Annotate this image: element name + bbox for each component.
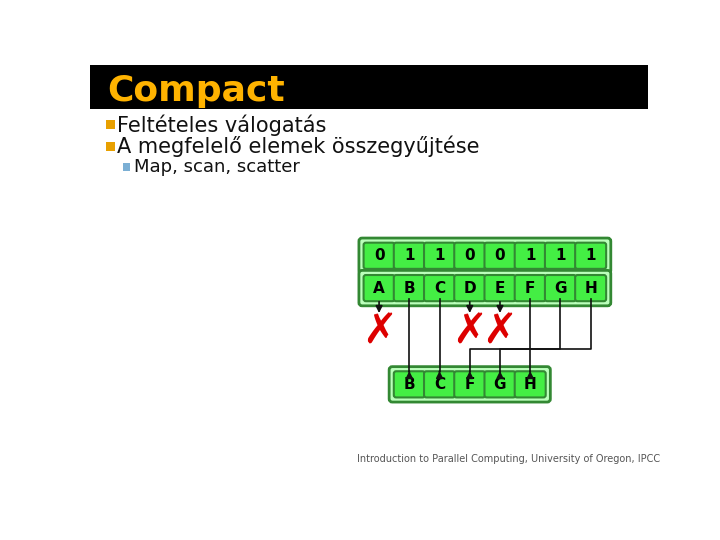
FancyBboxPatch shape bbox=[394, 372, 425, 397]
Text: F: F bbox=[464, 377, 475, 392]
FancyBboxPatch shape bbox=[485, 242, 516, 269]
FancyBboxPatch shape bbox=[575, 242, 606, 269]
FancyBboxPatch shape bbox=[515, 275, 546, 301]
Text: 1: 1 bbox=[585, 248, 596, 264]
Text: A megfelelő elemek összegyűjtése: A megfelelő elemek összegyűjtése bbox=[117, 136, 480, 157]
Bar bbox=[106, 120, 114, 130]
Text: A: A bbox=[373, 281, 385, 295]
Text: B: B bbox=[403, 281, 415, 295]
Text: G: G bbox=[554, 281, 567, 295]
FancyBboxPatch shape bbox=[515, 372, 546, 397]
FancyBboxPatch shape bbox=[485, 372, 516, 397]
Text: C: C bbox=[434, 281, 445, 295]
FancyBboxPatch shape bbox=[575, 275, 606, 301]
Text: C: C bbox=[434, 377, 445, 392]
Text: 1: 1 bbox=[525, 248, 536, 264]
FancyBboxPatch shape bbox=[359, 271, 611, 306]
Text: ✗: ✗ bbox=[361, 310, 397, 352]
Text: E: E bbox=[495, 281, 505, 295]
Text: B: B bbox=[403, 377, 415, 392]
Text: D: D bbox=[464, 281, 476, 295]
Text: Introduction to Parallel Computing, University of Oregon, IPCC: Introduction to Parallel Computing, Univ… bbox=[357, 454, 660, 464]
Text: Feltételes válogatás: Feltételes válogatás bbox=[117, 114, 326, 136]
Text: ✗: ✗ bbox=[452, 310, 487, 352]
Text: H: H bbox=[584, 281, 597, 295]
FancyBboxPatch shape bbox=[394, 275, 425, 301]
FancyBboxPatch shape bbox=[454, 275, 485, 301]
FancyBboxPatch shape bbox=[454, 372, 485, 397]
Text: F: F bbox=[525, 281, 536, 295]
Text: 1: 1 bbox=[555, 248, 566, 264]
FancyBboxPatch shape bbox=[359, 238, 611, 273]
FancyBboxPatch shape bbox=[364, 275, 395, 301]
Text: 1: 1 bbox=[434, 248, 445, 264]
Text: 0: 0 bbox=[464, 248, 475, 264]
Text: G: G bbox=[494, 377, 506, 392]
Bar bbox=[106, 142, 114, 151]
Text: H: H bbox=[524, 377, 536, 392]
Text: Map, scan, scatter: Map, scan, scatter bbox=[134, 158, 300, 176]
FancyBboxPatch shape bbox=[424, 372, 455, 397]
FancyBboxPatch shape bbox=[424, 242, 455, 269]
FancyBboxPatch shape bbox=[454, 242, 485, 269]
Bar bbox=[122, 164, 130, 171]
FancyBboxPatch shape bbox=[364, 242, 395, 269]
Text: 0: 0 bbox=[495, 248, 505, 264]
FancyBboxPatch shape bbox=[485, 275, 516, 301]
Bar bbox=[90, 65, 648, 110]
FancyBboxPatch shape bbox=[545, 275, 576, 301]
FancyBboxPatch shape bbox=[515, 242, 546, 269]
Text: 1: 1 bbox=[404, 248, 415, 264]
FancyBboxPatch shape bbox=[545, 242, 576, 269]
Text: Compact: Compact bbox=[107, 74, 285, 108]
Text: ✗: ✗ bbox=[482, 310, 518, 352]
Text: 0: 0 bbox=[374, 248, 384, 264]
FancyBboxPatch shape bbox=[424, 275, 455, 301]
FancyBboxPatch shape bbox=[389, 367, 550, 402]
FancyBboxPatch shape bbox=[394, 242, 425, 269]
